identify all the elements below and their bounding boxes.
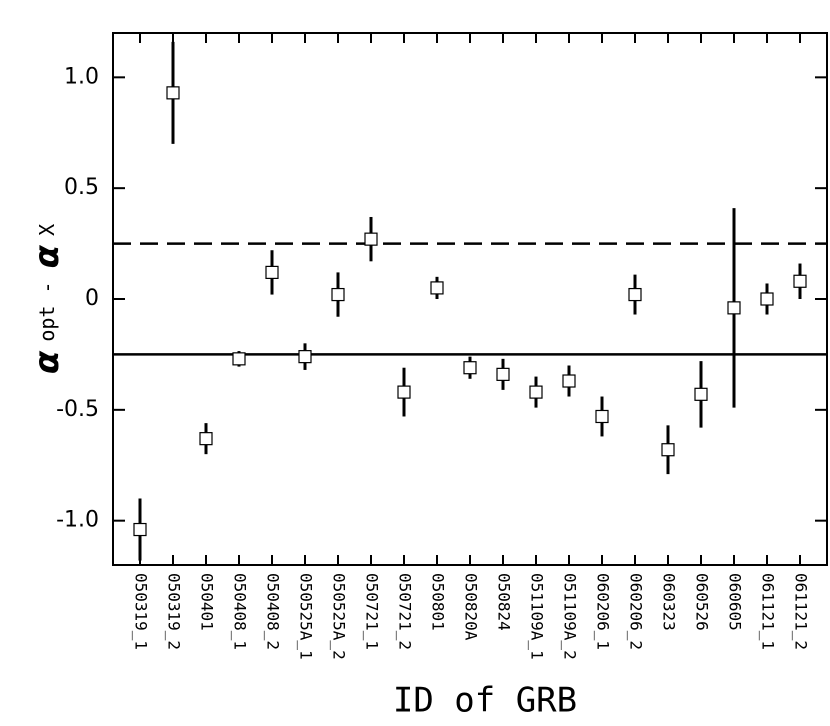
marker	[760, 292, 774, 306]
y-axis-label: α opt - α X	[27, 224, 67, 374]
marker	[595, 409, 609, 424]
marker	[529, 385, 543, 399]
y-label-part: α	[27, 350, 67, 374]
marker	[298, 350, 312, 364]
x-tick-label: 050319_2	[165, 573, 184, 650]
marker	[562, 374, 576, 388]
x-tick-label: 050824	[495, 573, 514, 631]
marker	[694, 387, 708, 401]
x-tick-label: 050401	[198, 573, 217, 631]
x-tick-label: 061121_1	[759, 573, 778, 650]
marker	[628, 287, 642, 302]
x-tick-label: 060206_2	[627, 573, 646, 650]
marker	[331, 287, 345, 302]
x-tick-label: 050525A_1	[297, 573, 316, 660]
y-label-part: opt -	[35, 281, 59, 341]
x-tick-label: 060526	[693, 573, 712, 631]
x-tick-label: 050721_2	[396, 573, 415, 650]
y-tick-label: 0	[85, 286, 99, 311]
marker	[793, 274, 807, 288]
y-tick-label: 0.5	[64, 175, 99, 200]
x-tick-label: 050525A_2	[330, 573, 349, 660]
x-tick-label: 050820A	[462, 573, 481, 641]
marker	[727, 301, 741, 315]
x-tick-label: 050408_1	[231, 573, 250, 650]
x-tick-label: 061121_2	[792, 573, 811, 650]
y-tick-label: 1.0	[64, 64, 99, 89]
plot-frame	[112, 32, 828, 566]
marker	[133, 522, 147, 537]
marker	[364, 232, 378, 246]
x-tick-label: 051109A_1	[528, 573, 547, 660]
x-axis-label: ID of GRB	[393, 681, 577, 721]
y-tick-label: -1.0	[56, 508, 99, 533]
x-tick-label: 050801	[429, 573, 448, 631]
x-tick-label: 051109A_2	[561, 573, 580, 660]
marker	[430, 281, 444, 295]
x-tick-label: 050721_1	[363, 573, 382, 650]
x-tick-label: 050408_2	[264, 573, 283, 650]
marker	[199, 432, 213, 446]
marker	[232, 352, 246, 366]
x-tick-label: 060605	[726, 573, 745, 631]
marker	[496, 367, 510, 381]
marker	[463, 361, 477, 375]
y-label-part: X	[35, 224, 59, 236]
y-label-part: α	[27, 244, 67, 268]
y-tick-label: -0.5	[56, 397, 99, 422]
marker	[265, 265, 279, 279]
x-tick-label: 060206_1	[594, 573, 613, 650]
marker	[166, 86, 180, 100]
marker	[661, 443, 675, 457]
x-tick-label: 060323	[660, 573, 679, 631]
x-tick-label: 050319_1	[132, 573, 151, 650]
marker	[397, 385, 411, 399]
